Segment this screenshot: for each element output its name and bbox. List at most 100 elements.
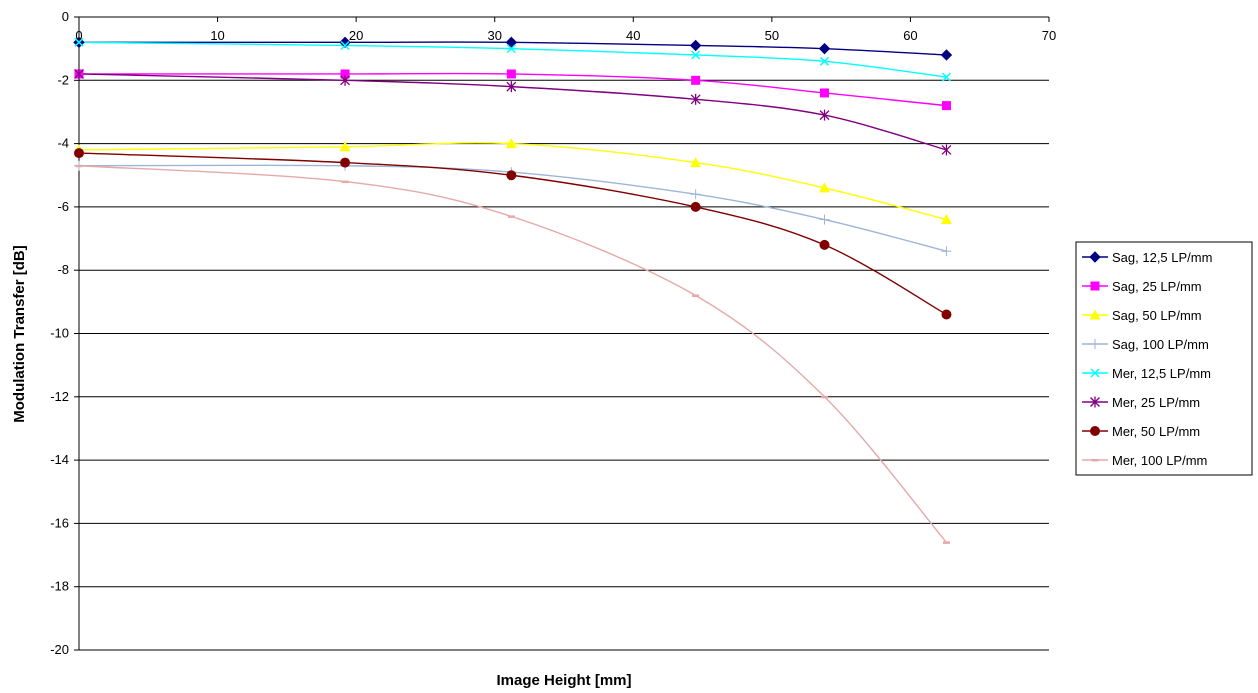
point-sag-12-5-lp-mm [818,42,831,55]
point-sag-50-lp-mm [940,214,952,225]
legend-marker [1091,459,1099,462]
legend-item-sag-100-lp-mm: Sag, 100 LP/mm [1082,337,1209,352]
point-sag-12-5-lp-mm [689,39,702,52]
legend-item-mer-12-5-lp-mm: Mer, 12,5 LP/mm [1082,366,1211,381]
point-sag-25-lp-mm [340,69,350,79]
y-tick-label: -4 [57,136,69,151]
point-sag-12-5-lp-mm [940,49,953,61]
y-tick-label: -20 [50,642,69,657]
x-tick-label: 70 [1042,28,1056,43]
legend-marker [1090,396,1100,408]
point-mer-25-lp-mm [941,144,952,156]
y-axis-title: Modulation Transfer [dB] [11,245,28,423]
point-mer-12-5-lp-mm [819,56,830,66]
point-mer-12-5-lp-mm [941,72,951,82]
y-tick-label: 0 [62,9,69,24]
marker-stroke [340,40,350,51]
legend-label: Sag, 25 LP/mm [1112,279,1202,294]
point-sag-25-lp-mm [941,101,951,111]
y-tick-label: -14 [50,452,69,467]
point-mer-50-lp-mm [74,148,84,159]
legend-label: Sag, 100 LP/mm [1112,337,1209,352]
tick-labels: 0 -2 -4 -6 -8 -10 -12 -14 -16 -18 -20 0 10 20 30 40 50 60… [50,9,1056,657]
legend-label: Sag, 50 LP/mm [1112,308,1202,323]
marker-stroke [941,72,951,82]
x-tick-label: 0 [75,28,82,43]
legend-marker [1089,251,1101,263]
y-tick-label: -10 [50,326,69,341]
point-mer-50-lp-mm [506,170,517,181]
axes [74,16,1050,651]
legend-marker [1089,309,1101,320]
point-mer-25-lp-mm [690,93,701,105]
point-sag-100-lp-mm [941,246,952,257]
legend-marker [1090,339,1100,349]
y-tick-label: -18 [50,579,69,594]
point-sag-50-lp-mm [505,138,517,149]
point-mer-12-5-lp-mm [340,40,350,51]
legend-item-mer-50-lp-mm: Mer, 50 LP/mm [1082,424,1200,439]
y-tick-label: -8 [57,262,69,277]
point-mer-12-5-lp-mm [506,44,516,54]
x-tick-label: 20 [349,28,363,43]
point-sag-50-lp-mm [339,141,351,152]
series-line-mer-100-lp-mm [78,165,947,543]
x-tick-label: 30 [487,28,501,43]
series-markers [73,36,953,544]
point-mer-100-lp-mm [75,164,83,168]
legend-box [1075,241,1253,476]
marker-stroke [691,50,701,60]
legend-item-sag-25-lp-mm: Sag, 25 LP/mm [1082,279,1202,294]
y-tick-label: -2 [57,72,69,87]
gridlines [79,79,1049,651]
point-mer-50-lp-mm [340,157,351,168]
legend-label: Mer, 12,5 LP/mm [1112,366,1211,381]
legend-label: Mer, 100 LP/mm [1112,453,1207,468]
marker-stroke [506,44,516,54]
point-sag-25-lp-mm [820,88,830,98]
point-mer-100-lp-mm [341,180,349,184]
legend-marker [1090,426,1100,436]
point-mer-100-lp-mm [507,215,515,218]
legend-marker [1090,368,1100,378]
point-mer-100-lp-mm [692,294,700,298]
point-sag-12-5-lp-mm [505,36,518,49]
point-sag-25-lp-mm [506,69,516,79]
x-axis-title: Image Height [mm] [496,672,631,689]
point-mer-25-lp-mm [819,109,830,121]
marker-stroke [1090,368,1100,378]
legend-label: Sag, 12,5 LP/mm [1112,250,1212,265]
point-mer-25-lp-mm [340,74,351,86]
point-mer-50-lp-mm [941,309,952,320]
x-tick-label: 60 [903,28,917,43]
legend-item-mer-25-lp-mm: Mer, 25 LP/mm [1082,395,1200,410]
y-tick-label: -12 [50,389,69,404]
point-mer-50-lp-mm [690,201,701,212]
x-tick-label: 10 [210,28,224,43]
legend-marker [1090,281,1100,291]
point-sag-100-lp-mm [690,189,701,200]
legend: Sag, 12,5 LP/mm Sag, 25 LP/mm Sag, 50 LP/m… [1075,241,1253,476]
point-mer-25-lp-mm [74,68,84,80]
point-sag-25-lp-mm [691,75,701,85]
marker-stroke [74,37,84,47]
marker-stroke [819,56,830,66]
point-mer-25-lp-mm [506,81,517,93]
x-tick-label: 40 [626,28,640,43]
point-sag-50-lp-mm [690,157,702,168]
point-sag-50-lp-mm [819,182,831,193]
y-tick-label: -16 [50,515,69,530]
point-sag-100-lp-mm [819,214,830,225]
y-tick-label: -6 [57,199,69,214]
legend-item-sag-50-lp-mm: Sag, 50 LP/mm [1082,308,1202,323]
point-mer-12-5-lp-mm [691,50,701,60]
legend-item-mer-100-lp-mm: Mer, 100 LP/mm [1082,453,1207,468]
legend-item-sag-12-5-lp-mm: Sag, 12,5 LP/mm [1082,250,1212,265]
series-line-sag-50-lp-mm [78,142,947,221]
series-lines [78,41,947,543]
point-mer-12-5-lp-mm [74,37,84,47]
point-mer-100-lp-mm [821,395,829,399]
point-sag-12-5-lp-mm [339,36,351,49]
legend-label: Mer, 50 LP/mm [1112,424,1200,439]
